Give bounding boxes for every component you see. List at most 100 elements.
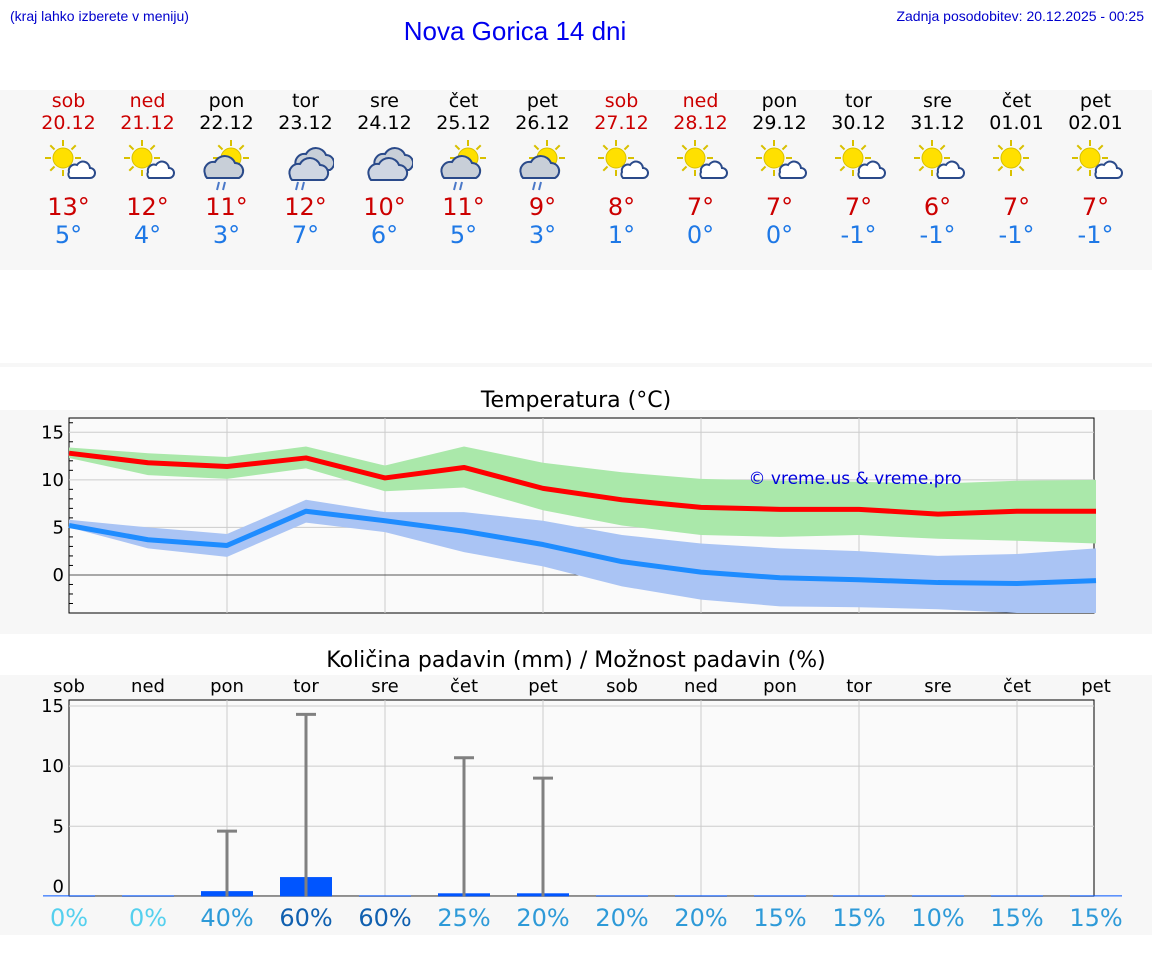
day-column: tor 30.12 7° -1° — [819, 90, 898, 249]
day-date: 25.12 — [436, 112, 491, 134]
min-temperature: 6° — [370, 221, 399, 249]
precipitation-bar — [675, 895, 727, 897]
max-temperature: 9° — [528, 193, 557, 221]
min-range-band — [69, 499, 1096, 613]
day-column: pet 26.12 9° 3° — [503, 90, 582, 249]
day-name: sre — [923, 90, 952, 112]
day-column: ned 21.12 12° 4° — [108, 90, 187, 249]
plot-area — [68, 699, 1095, 897]
day-label: ned — [684, 676, 718, 697]
min-temperature: 3° — [212, 221, 241, 249]
day-label: pet — [528, 676, 558, 697]
min-temperature: 1° — [607, 221, 636, 249]
day-name: pet — [526, 90, 559, 112]
min-temperature: -1° — [998, 221, 1035, 249]
day-label: čet — [1003, 676, 1031, 697]
precipitation-probability: 25% — [437, 904, 490, 932]
day-label: sob — [53, 676, 85, 697]
day-label: čet — [450, 676, 478, 697]
day-date: 02.01 — [1068, 112, 1123, 134]
sun-cloud-rain-icon — [424, 138, 503, 191]
precipitation-probability: 0% — [129, 904, 167, 932]
sun-cloud-rain-icon — [187, 138, 266, 191]
day-date: 20.12 — [41, 112, 96, 134]
precipitation-probability: 15% — [1069, 904, 1122, 932]
day-column: čet 01.01 7° -1° — [977, 90, 1056, 249]
min-temperature: 0° — [765, 221, 794, 249]
cloud-icon — [345, 138, 424, 190]
watermark: © vreme.us & vreme.pro — [748, 469, 961, 489]
max-temperature: 12° — [284, 193, 327, 221]
location-hint: (kraj lahko izberete v meniju) — [10, 8, 189, 24]
day-date: 23.12 — [278, 112, 333, 134]
day-label: ned — [131, 676, 165, 697]
precipitation-bar — [991, 895, 1043, 897]
day-name: tor — [292, 90, 319, 112]
precipitation-bar — [596, 895, 648, 897]
day-label: pet — [1081, 676, 1111, 697]
max-temperature: 7° — [765, 193, 794, 221]
day-date: 21.12 — [120, 112, 175, 134]
precipitation-probability: 20% — [516, 904, 569, 932]
cloud-rain-icon — [266, 138, 345, 191]
day-date: 31.12 — [910, 112, 965, 134]
precipitation-bar — [754, 895, 806, 897]
min-temperature: -1° — [840, 221, 877, 249]
precipitation-probability: 0% — [50, 904, 88, 932]
day-name: čet — [1001, 90, 1032, 112]
y-tick-label: 10 — [41, 756, 64, 777]
sun-cloud-icon — [661, 138, 740, 190]
sun-cloud-icon — [819, 138, 898, 190]
last-update: Zadnja posodobitev: 20.12.2025 - 00:25 — [896, 8, 1144, 24]
day-column: čet 25.12 11° 5° — [424, 90, 503, 249]
min-temperature-line — [68, 508, 1097, 587]
separator — [0, 363, 1152, 367]
min-temperature: -1° — [1077, 221, 1114, 249]
day-date: 24.12 — [357, 112, 412, 134]
day-name: pon — [208, 90, 245, 112]
page-title: Nova Gorica 14 dni — [403, 16, 627, 46]
day-label: tor — [293, 676, 319, 697]
day-column: pon 29.12 7° 0° — [740, 90, 819, 249]
min-temperature: 5° — [449, 221, 478, 249]
day-column: sob 27.12 8° 1° — [582, 90, 661, 249]
day-name: sob — [604, 90, 639, 112]
max-temperature: 7° — [1081, 193, 1110, 221]
day-label: sre — [371, 676, 398, 697]
precipitation-bar — [43, 895, 95, 897]
sun-cloud-icon — [108, 138, 187, 190]
max-temperature-line — [68, 450, 1096, 517]
day-name: sre — [370, 90, 399, 112]
max-temperature: 7° — [686, 193, 715, 221]
sun-cloud-icon — [740, 138, 819, 190]
y-tick-label: 0 — [53, 876, 64, 897]
precipitation-probability: 15% — [753, 904, 806, 932]
day-label: sre — [924, 676, 951, 697]
max-temperature: 10° — [363, 193, 406, 221]
day-date: 22.12 — [199, 112, 254, 134]
day-column: sob 20.12 13° 5° — [29, 90, 108, 249]
precipitation-probability: 40% — [200, 904, 253, 932]
daily-forecast-strip: sob 20.12 13° 5° ned 21.12 12° 4° pon 22.12 11° 3° t… — [0, 90, 1152, 270]
day-label: tor — [846, 676, 872, 697]
temperature-chart: 0 5 10 15 © vreme.us & vreme.pro — [41, 417, 1097, 614]
precipitation-chart: 051015sob0%ned0%pon40%tor60%sre60%čet25%… — [41, 676, 1123, 932]
day-name: čet — [448, 90, 479, 112]
precipitation-probability: 15% — [990, 904, 1043, 932]
day-name: sob — [51, 90, 86, 112]
day-label: sob — [606, 676, 638, 697]
y-tick-label: 5 — [53, 517, 64, 538]
precipitation-probability: 20% — [595, 904, 648, 932]
day-date: 01.01 — [989, 112, 1044, 134]
sun-cloud-icon — [898, 138, 977, 190]
precipitation-probability: 20% — [674, 904, 727, 932]
precipitation-bar — [122, 895, 174, 897]
min-temperature: 5° — [54, 221, 83, 249]
max-temperature: 12° — [126, 193, 169, 221]
precipitation-bar — [833, 895, 885, 897]
precipitation-bar — [1070, 895, 1122, 897]
y-tick-label: 15 — [41, 696, 64, 717]
day-name: ned — [129, 90, 166, 112]
day-name: pet — [1079, 90, 1112, 112]
y-tick-label: 5 — [53, 816, 64, 837]
